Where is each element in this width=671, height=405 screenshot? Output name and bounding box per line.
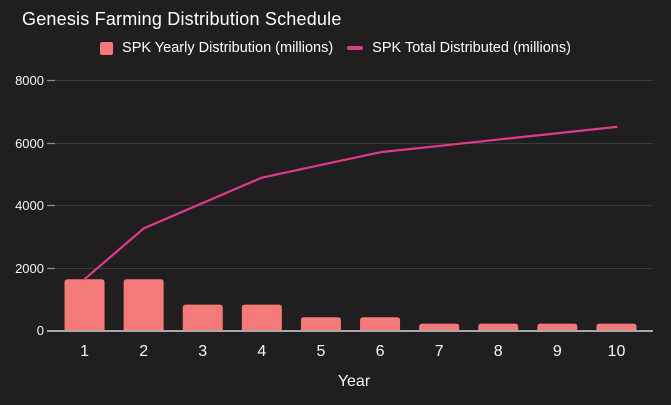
bar-year-4[interactable] [241,304,282,330]
y-tick-label-2000: 2000 [15,261,44,276]
legend-square-marker-icon [100,41,114,55]
bar-year-5[interactable] [300,317,341,330]
x-tick-label-4: 4 [257,343,266,360]
bar-year-7[interactable] [419,323,460,330]
x-tick-label-8: 8 [494,343,503,360]
legend-item-yearly-distribution[interactable]: SPK Yearly Distribution (millions) [100,40,333,56]
legend-item-label: SPK Total Distributed (millions) [372,40,571,56]
y-tick-label-8000: 8000 [15,73,44,88]
legend-line-marker-icon [347,46,364,50]
chart-legend: SPK Yearly Distribution (millions) SPK T… [0,39,671,57]
legend-item-label: SPK Yearly Distribution (millions) [122,40,334,56]
bar-year-10[interactable] [596,323,637,330]
x-axis-title: Year [337,373,371,390]
bar-year-2[interactable] [123,279,164,330]
x-tick-label-2: 2 [139,343,148,360]
y-tick-label-0: 0 [37,323,44,338]
x-tick-label-9: 9 [553,343,562,360]
x-tick-label-6: 6 [376,343,385,360]
bar-year-3[interactable] [182,304,223,330]
y-tick-label-4000: 4000 [15,198,44,213]
y-tick-label-6000: 6000 [15,136,44,151]
legend-item-total-distributed[interactable]: SPK Total Distributed (millions) [347,40,571,56]
chart-title: Genesis Farming Distribution Schedule [22,9,342,29]
bar-year-6[interactable] [360,317,401,330]
bar-year-1[interactable] [64,279,105,330]
x-tick-label-7: 7 [435,343,444,360]
bar-year-8[interactable] [478,323,519,330]
bar-year-9[interactable] [537,323,578,330]
x-tick-label-5: 5 [316,343,325,360]
x-tick-label-1: 1 [80,343,89,360]
total-distributed-line[interactable] [83,125,618,281]
x-tick-label-3: 3 [198,343,207,360]
x-tick-label-10: 10 [608,343,626,360]
